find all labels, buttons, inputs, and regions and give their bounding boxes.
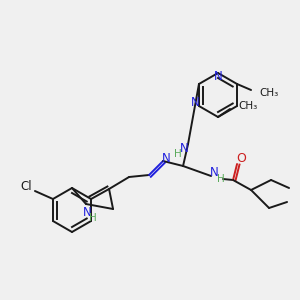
- Text: N: N: [162, 152, 170, 166]
- Text: H: H: [217, 174, 225, 184]
- Text: N: N: [82, 206, 91, 220]
- Text: Cl: Cl: [20, 179, 32, 193]
- Text: O: O: [236, 152, 246, 166]
- Text: CH₃: CH₃: [238, 101, 257, 111]
- Text: N: N: [210, 167, 218, 179]
- Text: H: H: [89, 213, 97, 223]
- Text: N: N: [190, 97, 199, 110]
- Text: N: N: [214, 70, 222, 83]
- Text: CH₃: CH₃: [259, 88, 278, 98]
- Text: N: N: [180, 142, 188, 155]
- Text: H: H: [174, 149, 182, 159]
